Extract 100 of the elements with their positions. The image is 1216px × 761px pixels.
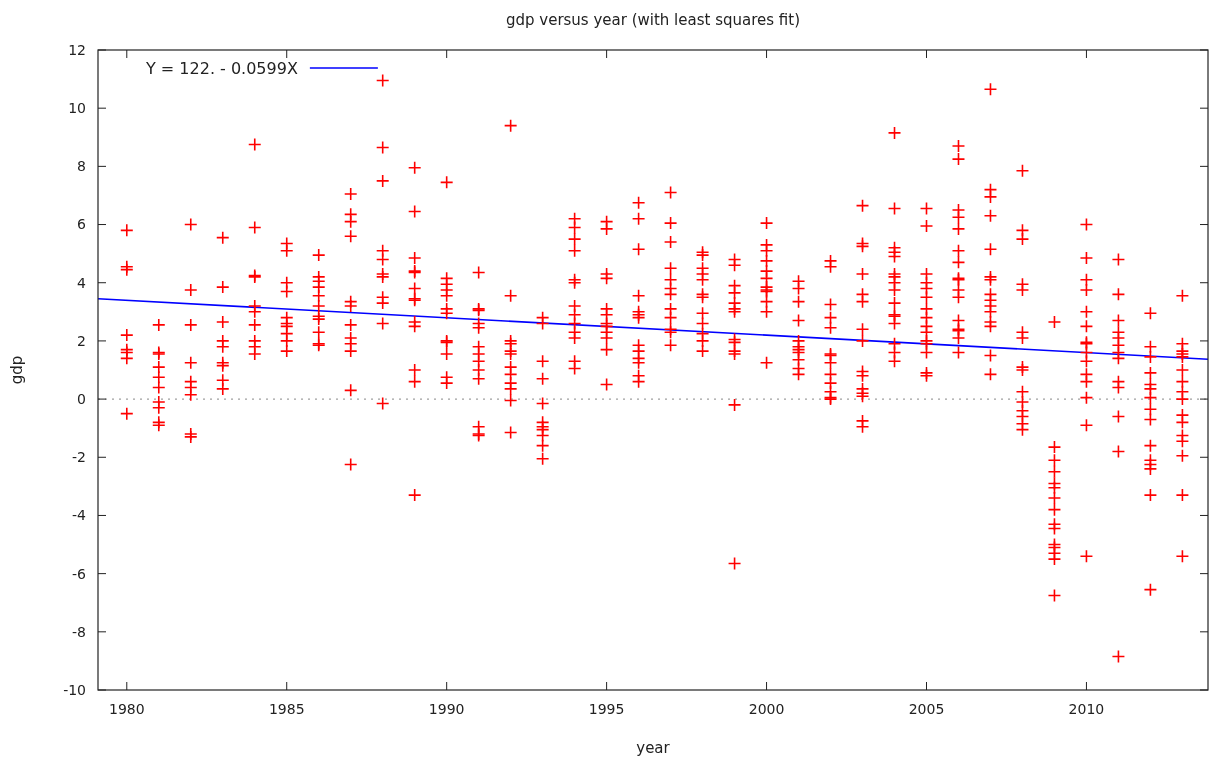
point xyxy=(1079,273,1094,287)
point xyxy=(471,371,486,386)
legend-label: Y = 122. - 0.0599X xyxy=(145,58,298,78)
point xyxy=(919,219,934,233)
point xyxy=(567,243,582,258)
point xyxy=(727,286,742,300)
point xyxy=(663,185,678,200)
point xyxy=(823,297,838,312)
point xyxy=(375,174,390,188)
point xyxy=(1111,313,1126,328)
point xyxy=(951,210,966,225)
point xyxy=(407,251,422,265)
point xyxy=(951,331,966,345)
point xyxy=(1015,422,1030,437)
point xyxy=(951,222,966,236)
point xyxy=(567,361,582,376)
point xyxy=(311,299,326,313)
point xyxy=(663,287,678,302)
y-tick-label: 10 xyxy=(68,100,86,117)
point xyxy=(119,223,134,238)
point xyxy=(1143,339,1158,354)
point xyxy=(1015,385,1030,399)
point xyxy=(823,355,838,370)
point xyxy=(1175,449,1190,463)
point xyxy=(1175,363,1190,377)
point xyxy=(695,273,710,287)
point xyxy=(599,331,614,345)
point xyxy=(663,216,678,230)
point xyxy=(343,318,358,332)
point xyxy=(791,294,806,309)
point xyxy=(887,126,902,140)
point xyxy=(855,322,870,337)
point xyxy=(503,393,518,408)
point xyxy=(311,325,326,339)
point xyxy=(343,187,358,201)
point xyxy=(631,195,646,210)
point xyxy=(311,289,326,303)
x-tick-label: 2005 xyxy=(908,701,945,717)
point xyxy=(215,339,230,354)
point xyxy=(343,214,358,229)
point xyxy=(407,488,422,502)
chart-title: gdp versus year (with least squares fit) xyxy=(505,11,801,29)
point xyxy=(151,380,166,395)
point xyxy=(1015,232,1030,246)
point xyxy=(215,382,230,396)
point xyxy=(1143,412,1158,427)
point xyxy=(375,316,390,331)
point xyxy=(279,334,294,348)
point xyxy=(1047,502,1062,517)
x-tick-label: 1980 xyxy=(108,701,145,717)
point xyxy=(215,280,230,294)
point xyxy=(1143,306,1158,321)
point xyxy=(791,313,806,328)
point xyxy=(1079,283,1094,297)
point xyxy=(791,367,806,382)
point xyxy=(1175,374,1190,389)
point xyxy=(567,220,582,235)
point xyxy=(1047,552,1062,566)
point xyxy=(855,267,870,281)
point xyxy=(855,419,870,434)
point xyxy=(919,290,934,305)
point xyxy=(1111,649,1126,664)
point xyxy=(151,360,166,374)
point xyxy=(311,248,326,262)
point xyxy=(535,451,550,466)
point xyxy=(343,229,358,243)
point xyxy=(247,220,262,235)
point xyxy=(759,216,774,230)
x-tick-label: 1990 xyxy=(428,701,465,717)
point xyxy=(663,235,678,249)
point xyxy=(727,556,742,571)
point xyxy=(663,261,678,275)
point xyxy=(183,283,198,297)
point xyxy=(471,265,486,280)
point xyxy=(599,222,614,236)
x-tick-label: 2000 xyxy=(748,701,785,717)
point xyxy=(183,387,198,402)
point xyxy=(599,271,614,286)
point xyxy=(1015,283,1030,297)
point xyxy=(1143,350,1158,364)
point xyxy=(823,259,838,274)
point xyxy=(631,374,646,389)
point xyxy=(247,347,262,361)
point xyxy=(1047,465,1062,479)
point xyxy=(823,310,838,325)
point xyxy=(1143,488,1158,502)
point xyxy=(375,73,390,88)
point xyxy=(887,354,902,369)
point xyxy=(439,289,454,303)
point xyxy=(1047,491,1062,505)
point xyxy=(1047,315,1062,329)
point xyxy=(567,232,582,246)
point xyxy=(375,140,390,155)
y-tick-label: -8 xyxy=(72,623,86,640)
point xyxy=(439,376,454,390)
point xyxy=(407,204,422,219)
point xyxy=(503,425,518,440)
point xyxy=(407,363,422,377)
point xyxy=(951,255,966,270)
point xyxy=(567,331,582,345)
